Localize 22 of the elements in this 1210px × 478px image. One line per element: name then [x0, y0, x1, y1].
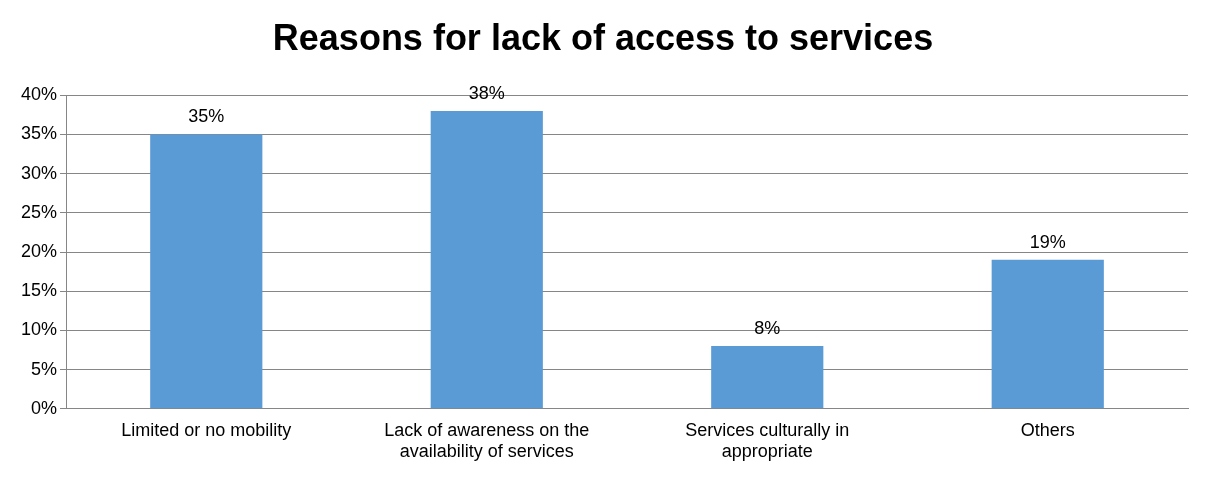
bar: [150, 134, 263, 409]
x-tick-label: Limited or no mobility: [121, 419, 292, 440]
y-tick-label: 15%: [21, 280, 58, 301]
x-tick-label: Others: [1020, 419, 1075, 440]
bar: [711, 346, 824, 409]
y-tick-label: 20%: [21, 240, 58, 261]
x-tick-label: Lack of awareness on the availability of services: [384, 419, 590, 462]
y-tick-label: 25%: [21, 201, 58, 222]
bar: [430, 110, 543, 409]
x-tick-label: Services culturally in appropriate: [685, 419, 850, 462]
chart-title: Reasons for lack of access to services: [272, 16, 934, 58]
y-tick-label: 40%: [21, 84, 58, 105]
data-label: 38%: [468, 82, 505, 103]
data-label: 35%: [188, 106, 225, 127]
bar: [991, 259, 1104, 409]
y-tick-label: 0%: [31, 397, 58, 418]
y-tick-label: 5%: [31, 358, 58, 379]
data-label: 8%: [754, 318, 781, 339]
y-tick-label: 35%: [21, 123, 58, 144]
data-label: 19%: [1029, 231, 1066, 252]
y-tick-label: 10%: [21, 319, 58, 340]
y-tick-label: 30%: [21, 162, 58, 183]
